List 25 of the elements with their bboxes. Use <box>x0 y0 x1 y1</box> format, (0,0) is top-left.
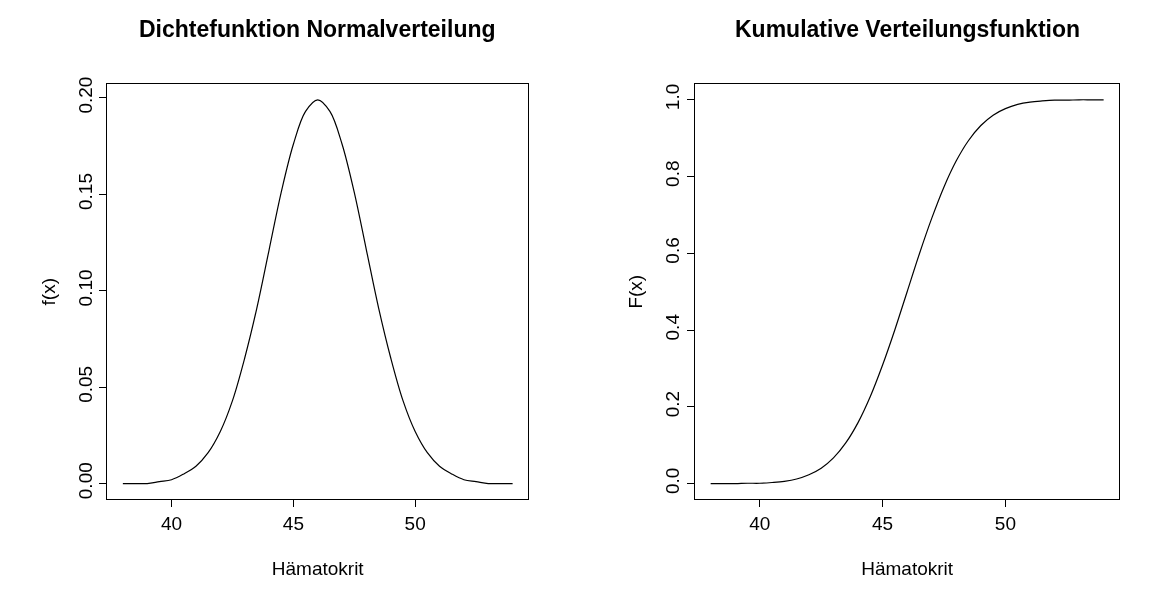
line-series <box>710 99 1105 485</box>
x-tick-label: 45 <box>872 512 894 534</box>
x-tick-label: 50 <box>994 512 1016 534</box>
y-tick-label: 1.0 <box>662 83 684 111</box>
x-tick-label: 40 <box>161 512 183 534</box>
y-axis-title: F(x) <box>625 274 647 309</box>
y-tick-label: 0.10 <box>74 269 96 307</box>
y-axis-title: f(x) <box>37 277 59 306</box>
chart-title: Kumulative Verteilungsfunktion <box>735 16 1081 42</box>
y-tick-label: 0.0 <box>662 467 684 494</box>
y-tick-label: 0.00 <box>74 462 96 500</box>
x-axis-title: Hämatokrit <box>271 557 365 579</box>
y-tick-label: 0.15 <box>74 173 96 210</box>
x-tick-label: 45 <box>282 512 304 534</box>
y-tick-label: 0.2 <box>662 390 684 418</box>
y-tick-label: 0.6 <box>662 237 684 264</box>
y-tick-label: 0.05 <box>74 365 96 403</box>
x-tick-label: 50 <box>404 512 426 534</box>
line-series <box>122 99 514 485</box>
y-tick-label: 0.20 <box>74 76 96 114</box>
x-tick-label: 40 <box>749 512 771 534</box>
x-axis-title: Hämatokrit <box>861 557 954 579</box>
chart-title: Dichtefunktion Normalverteilung <box>139 16 496 42</box>
y-tick-label: 0.8 <box>662 160 684 187</box>
y-tick-label: 0.4 <box>662 313 684 341</box>
